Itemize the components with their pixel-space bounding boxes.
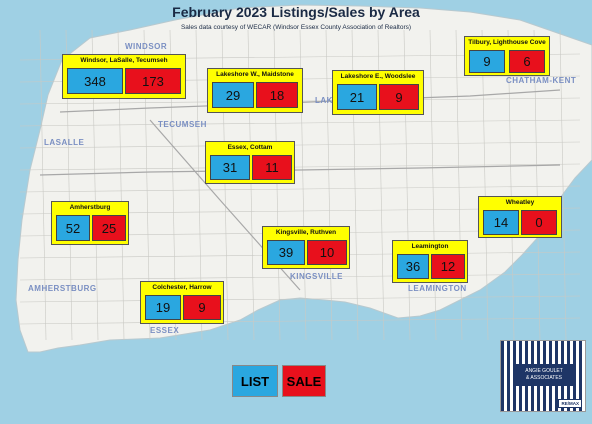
area-panel-colchester: Colchester, Harrow 19 9 <box>140 281 224 324</box>
listings-count: 14 <box>483 210 519 235</box>
listings-count: 19 <box>145 295 181 320</box>
sales-count: 12 <box>431 254 465 279</box>
place-label-lakeshore: LAK <box>315 96 333 105</box>
area-name: Kingsville, Ruthven <box>275 229 337 236</box>
legend-list: LIST <box>232 365 278 397</box>
place-label-chatham-kent: CHATHAM-KENT <box>506 76 577 85</box>
area-name: Colchester, Harrow <box>152 284 212 291</box>
listings-count: 39 <box>267 240 305 265</box>
sales-count: 25 <box>92 215 126 241</box>
logo-card: ANGIE GOULET & ASSOCIATES <box>515 364 573 386</box>
place-label-kingsville: KINGSVILLE <box>290 272 344 281</box>
brokerage-logo: ANGIE GOULET & ASSOCIATES RE/MAX <box>500 340 586 412</box>
remax-badge: RE/MAX <box>558 399 582 408</box>
area-panel-kingsville: Kingsville, Ruthven 39 10 <box>262 226 350 269</box>
sales-count: 10 <box>307 240 347 265</box>
place-label-leamington: LEAMINGTON <box>408 284 467 293</box>
listings-count: 21 <box>337 84 377 110</box>
logo-line1: ANGIE GOULET <box>525 368 563 374</box>
area-panel-lakeshore-west: Lakeshore W., Maidstone 29 18 <box>207 68 303 113</box>
sales-count: 173 <box>125 68 181 94</box>
area-panel-wheatley: Wheatley 14 0 <box>478 196 562 238</box>
listings-count: 36 <box>397 254 429 279</box>
area-panel-leamington: Leamington 36 12 <box>392 240 468 283</box>
area-name: Leamington <box>411 243 449 250</box>
legend-sale: SALE <box>282 365 326 397</box>
area-name: Wheatley <box>505 199 535 206</box>
sales-count: 11 <box>252 155 292 180</box>
area-name: Amherstburg <box>69 204 111 211</box>
area-panel-windsor: Windsor, LaSalle, Tecumseh 348 173 <box>62 54 186 99</box>
map-title: February 2023 Listings/Sales by Area <box>172 4 420 20</box>
place-label-amherstburg: AMHERSTBURG <box>28 284 97 293</box>
place-label-lasalle: LASALLE <box>44 138 85 147</box>
listings-count: 9 <box>469 50 505 73</box>
sales-count: 0 <box>521 210 557 235</box>
place-label-essex: ESSEX <box>150 326 180 335</box>
listings-count: 31 <box>210 155 250 180</box>
area-name: Lakeshore W., Maidstone <box>216 71 294 78</box>
sales-count: 9 <box>183 295 221 320</box>
sales-count: 18 <box>256 82 298 108</box>
sales-count: 9 <box>379 84 419 110</box>
listings-count: 29 <box>212 82 254 108</box>
listings-count: 52 <box>56 215 90 241</box>
area-name: Tilbury, Lighthouse Cove <box>468 39 546 46</box>
area-panel-amherstburg: Amherstburg 52 25 <box>51 201 129 245</box>
area-name: Essex, Cottam <box>227 144 273 151</box>
area-panel-tilbury: Tilbury, Lighthouse Cove 9 6 <box>464 36 550 76</box>
listings-count: 348 <box>67 68 123 94</box>
area-name: Windsor, LaSalle, Tecumseh <box>80 57 168 64</box>
place-label-tecumseh: TECUMSEH <box>158 120 207 129</box>
place-label-windsor: WINDSOR <box>125 42 168 51</box>
sales-count: 6 <box>509 50 545 73</box>
map-subtitle: Sales data courtesy of WECAR (Windsor Es… <box>180 24 412 31</box>
area-name: Lakeshore E., Woodslee <box>340 73 416 80</box>
area-panel-essex: Essex, Cottam 31 11 <box>205 141 295 184</box>
area-panel-lakeshore-east: Lakeshore E., Woodslee 21 9 <box>332 70 424 115</box>
logo-line2: & ASSOCIATES <box>525 375 563 381</box>
